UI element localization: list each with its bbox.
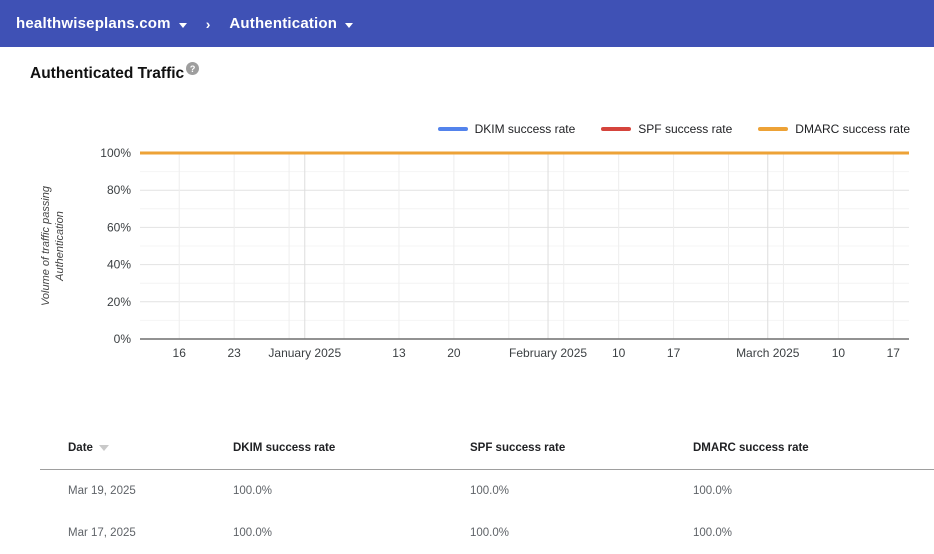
page-title: Authenticated Traffic — [30, 65, 185, 82]
svg-text:23: 23 — [227, 346, 241, 360]
cell-dkim: 100.0% — [233, 485, 273, 497]
spf-line-swatch-icon — [601, 127, 632, 131]
legend-item-dmarc[interactable]: DMARC success rate — [758, 122, 910, 136]
legend-label-spf: SPF success rate — [638, 122, 733, 136]
cell-dmarc: 100.0% — [693, 527, 733, 539]
chevron-down-icon — [178, 22, 187, 28]
table-row: Mar 19, 2025 100.0% 100.0% 100.0% — [40, 470, 934, 512]
page-title-row: Authenticated Traffic ? — [30, 62, 934, 82]
svg-text:17: 17 — [887, 346, 901, 360]
chart-canvas: 0% 20% 40% 60% 80% 100% 16 23 January 2025 13 20 Fe… — [40, 146, 909, 360]
legend-item-dkim[interactable]: DKIM success rate — [437, 122, 576, 136]
domain-selector[interactable]: healthwiseplans.com — [16, 15, 187, 32]
column-header-dmarc: DMARC success rate — [693, 442, 809, 454]
section-selector-label: Authentication — [229, 15, 338, 32]
auth-results-table: Date DKIM success rate SPF success rate … — [40, 442, 934, 554]
legend-item-spf[interactable]: SPF success rate — [601, 122, 732, 136]
cell-dkim: 100.0% — [233, 527, 273, 539]
app-bar: healthwiseplans.com › Authentication — [0, 0, 934, 47]
svg-text:40%: 40% — [107, 258, 131, 272]
svg-text:17: 17 — [667, 346, 681, 360]
help-icon[interactable]: ? — [186, 62, 200, 75]
domain-selector-label: healthwiseplans.com — [16, 15, 171, 32]
svg-text:0%: 0% — [114, 332, 132, 346]
column-header-spf: SPF success rate — [470, 442, 566, 454]
svg-text:20%: 20% — [107, 295, 131, 309]
table-header-row: Date DKIM success rate SPF success rate … — [40, 442, 934, 470]
legend-label-dkim: DKIM success rate — [474, 122, 576, 136]
column-header-dkim: DKIM success rate — [233, 442, 336, 454]
svg-text:80%: 80% — [107, 183, 131, 197]
svg-text:10: 10 — [832, 346, 846, 360]
chevron-right-icon: › — [205, 15, 211, 32]
svg-text:13: 13 — [392, 346, 406, 360]
svg-text:10: 10 — [612, 346, 626, 360]
svg-text:Volume of traffic passing: Volume of traffic passing — [40, 185, 52, 306]
svg-text:February 2025: February 2025 — [509, 346, 587, 360]
cell-spf: 100.0% — [470, 485, 510, 497]
svg-text:16: 16 — [173, 346, 187, 360]
column-header-date[interactable]: Date — [68, 442, 233, 454]
sort-desc-icon — [98, 445, 109, 451]
cell-spf: 100.0% — [470, 527, 510, 539]
svg-text:March 2025: March 2025 — [736, 346, 800, 360]
svg-text:Authentication: Authentication — [54, 211, 66, 282]
authenticated-traffic-chart: 0% 20% 40% 60% 80% 100% 16 23 January 2025 13 20 Fe… — [0, 142, 934, 374]
svg-text:100%: 100% — [100, 146, 131, 160]
chart-legend: DKIM success rate SPF success rate DMARC… — [0, 122, 910, 136]
section-selector[interactable]: Authentication — [229, 15, 354, 32]
svg-text:January 2025: January 2025 — [268, 346, 341, 360]
cell-date: Mar 17, 2025 — [68, 527, 136, 539]
cell-dmarc: 100.0% — [693, 485, 733, 497]
legend-label-dmarc: DMARC success rate — [795, 122, 910, 136]
chevron-down-icon — [345, 22, 354, 28]
cell-date: Mar 19, 2025 — [68, 485, 136, 497]
svg-text:20: 20 — [447, 346, 461, 360]
dmarc-line-swatch-icon — [758, 127, 789, 131]
dkim-line-swatch-icon — [437, 127, 468, 131]
table-row: Mar 17, 2025 100.0% 100.0% 100.0% — [40, 512, 934, 554]
svg-text:60%: 60% — [107, 220, 131, 234]
